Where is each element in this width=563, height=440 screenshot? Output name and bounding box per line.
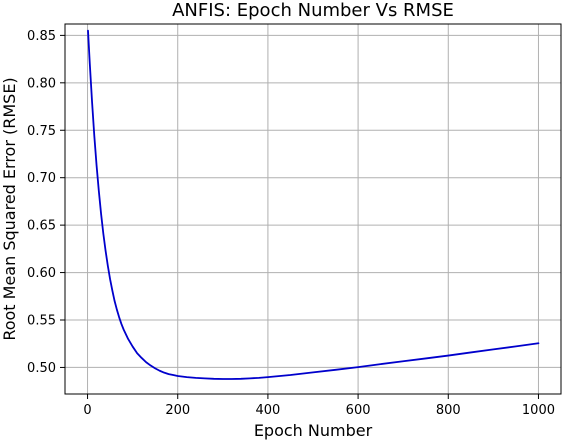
chart-title: ANFIS: Epoch Number Vs RMSE: [172, 0, 454, 21]
y-tick-label: 0.75: [27, 124, 56, 139]
y-tick-label: 0.50: [27, 361, 56, 376]
y-axis-label: Root Mean Squared Error (RMSE): [0, 77, 19, 340]
x-tick-label: 1000: [522, 403, 555, 418]
x-tick-label: 0: [83, 403, 91, 418]
y-tick-label: 0.60: [27, 266, 56, 281]
x-axis-label: Epoch Number: [254, 421, 373, 440]
y-tick-label: 0.65: [27, 219, 56, 234]
x-tick-label: 200: [165, 403, 190, 418]
y-tick-label: 0.70: [27, 171, 56, 186]
y-tick-label: 0.85: [27, 29, 56, 44]
plot-area: [65, 24, 561, 394]
plot-frame: [64, 23, 562, 395]
series-group: [87, 29, 540, 380]
y-tick-label: 0.80: [27, 76, 56, 91]
x-tick-label: 600: [346, 403, 371, 418]
grid-lines: [65, 24, 561, 394]
x-tick-label: 400: [255, 403, 280, 418]
rmse-series-line: [87, 29, 540, 380]
axis-ticks: 0 200 400 600 800 1000 0.50 0.55 0.60 0.65 0.70 0.7…: [27, 29, 555, 418]
y-tick-label: 0.55: [27, 314, 56, 329]
x-tick-label: 800: [436, 403, 461, 418]
